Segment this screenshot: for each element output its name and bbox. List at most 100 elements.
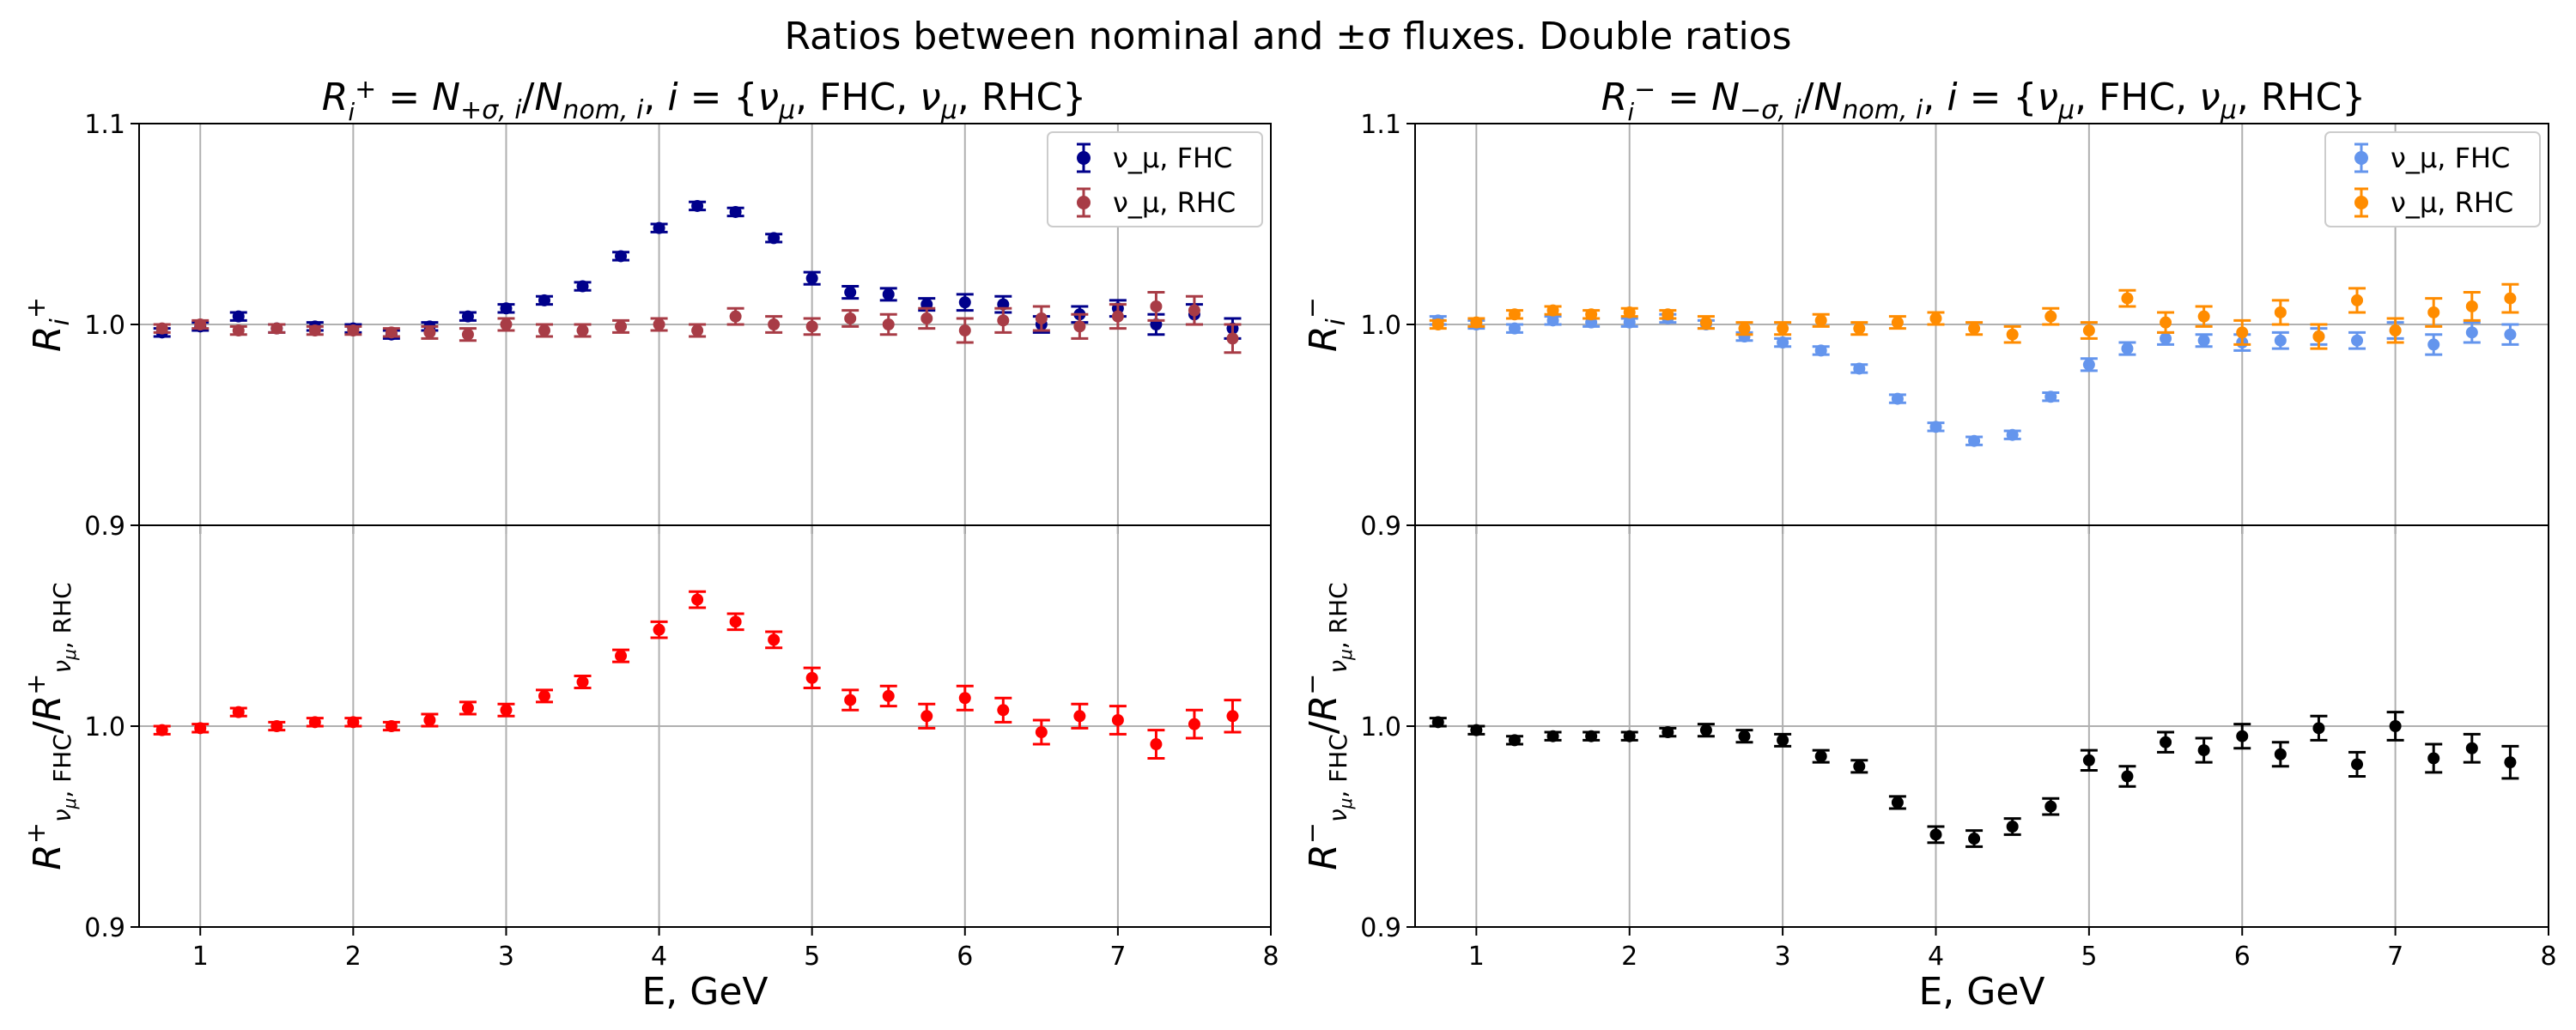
x-tick-label: 2 (345, 942, 361, 972)
data-point (1929, 828, 1942, 841)
data-point (155, 322, 168, 335)
data-point (805, 320, 818, 333)
data-point (2082, 358, 2095, 371)
data-point (920, 710, 933, 723)
data-point (347, 716, 360, 729)
y-tick-label: 0.9 (1360, 512, 1401, 542)
data-point (2427, 752, 2440, 765)
data-point (1891, 796, 1904, 809)
x-tick-label: 3 (1775, 942, 1791, 972)
x-tick-label: 7 (1109, 942, 1126, 972)
data-point (1150, 738, 1163, 751)
data-point (461, 328, 474, 341)
data-point (844, 286, 857, 299)
legend-label: ν_μ, FHC (1113, 142, 1232, 174)
data-point (1777, 322, 1789, 335)
data-point (2121, 342, 2134, 355)
data-point (385, 720, 398, 732)
data-point (2006, 821, 2019, 833)
data-point (958, 692, 971, 705)
data-point (1226, 332, 1239, 345)
y-tick-label: 0.9 (84, 913, 125, 943)
panel-right-bottom: 0.9 1.0 1 2 3 4 5 6 7 8 E, GeV (1360, 524, 2557, 1014)
data-point (1968, 833, 1981, 845)
data-point (1623, 730, 1636, 742)
data-point (1853, 322, 1866, 335)
data-point (2274, 748, 2287, 760)
data-point (958, 324, 971, 337)
data-point (1699, 316, 1712, 329)
data-point (2312, 722, 2325, 735)
data-point (997, 314, 1010, 327)
data-point (1968, 434, 1981, 447)
figure-title: Ratios between nominal and ±σ fluxes. Do… (784, 15, 1791, 58)
data-point (538, 294, 550, 306)
data-point (232, 706, 245, 718)
data-point (1111, 713, 1124, 726)
data-point (2006, 328, 2019, 341)
legend-marker (1077, 151, 1091, 165)
data-point (729, 615, 742, 628)
data-point (1623, 306, 1636, 318)
data-point (2082, 324, 2095, 337)
data-point (1623, 316, 1636, 329)
data-point (2044, 800, 2057, 813)
data-point (194, 722, 207, 735)
x-tick-label: 6 (957, 942, 973, 972)
data-point (1585, 730, 1598, 742)
data-point (1470, 316, 1483, 329)
y-tick-label: 1.1 (1360, 110, 1401, 140)
data-point (1929, 312, 1942, 324)
data-point (1738, 322, 1751, 335)
data-point (1508, 734, 1521, 747)
data-point (500, 302, 513, 315)
data-point (1853, 760, 1866, 772)
data-point (882, 689, 895, 702)
data-point (1929, 421, 1942, 433)
data-point (2351, 334, 2364, 347)
legend-box (2324, 131, 2541, 227)
data-point (882, 318, 895, 330)
data-point (1431, 716, 1444, 729)
x-tick-label: 8 (2540, 942, 2556, 972)
data-point (844, 694, 857, 706)
x-tick-label: 6 (2234, 942, 2251, 972)
data-point (2236, 326, 2249, 339)
legend-label: ν_μ, RHC (2391, 186, 2513, 219)
data-point (958, 296, 971, 309)
x-tick-label: 5 (2081, 942, 2097, 972)
series-left-top-1 (153, 291, 1242, 354)
legend-marker (1077, 196, 1091, 209)
data-point (1035, 312, 1048, 324)
y-tick-label: 0.9 (84, 512, 125, 542)
data-point (2274, 306, 2287, 318)
data-point (2160, 332, 2172, 345)
data-point (2044, 391, 2057, 403)
x-tick-label: 4 (1928, 942, 1944, 972)
data-point (1662, 308, 1674, 321)
legend-marker (2354, 196, 2368, 209)
right-panel-title: Ri− = N−σ, i/Nnom, i, i = {νμ, FHC, νμ, … (1601, 75, 2366, 126)
left-panel-title: Ri+ = N+σ, i/Nnom, i, i = {νμ, FHC, νμ, … (322, 75, 1086, 126)
data-point (2236, 730, 2249, 742)
data-point (1546, 314, 1559, 327)
data-point (805, 671, 818, 684)
data-point (1508, 322, 1521, 335)
data-point (1508, 308, 1521, 321)
legend-label: ν_μ, FHC (2391, 142, 2510, 174)
data-point (729, 205, 742, 218)
x-axis-label: E, GeV (641, 970, 768, 1014)
data-point (538, 324, 550, 337)
data-point (2465, 300, 2478, 312)
y-tick-label: 1.0 (84, 311, 125, 341)
y-tick-label: 1.0 (1360, 311, 1401, 341)
data-point (2504, 756, 2517, 769)
data-point (1853, 362, 1866, 375)
data-point (691, 593, 704, 606)
data-point (1699, 724, 1712, 736)
data-point (997, 704, 1010, 717)
x-tick-label: 2 (1621, 942, 1637, 972)
data-point (1188, 304, 1200, 317)
data-point (1891, 392, 1904, 405)
data-point (461, 310, 474, 323)
